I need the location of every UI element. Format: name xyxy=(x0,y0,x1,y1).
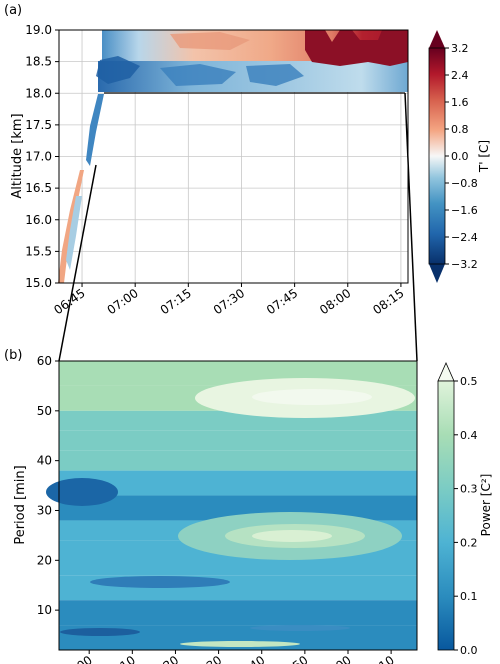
colorbar-tick-label: 3.2 xyxy=(451,42,469,55)
power-band-20min-peak xyxy=(252,530,332,542)
colorbar-a-label: T' [C] xyxy=(477,140,491,173)
colorbar-tick-label: 0.5 xyxy=(460,375,478,388)
panel-b-y-ticks: 10 20 30 40 50 60 xyxy=(37,354,59,617)
colorbar-a-ticks: 3.2 2.4 1.6 0.8 0.0 −0.8 −1.6 −2.4 −3.2 xyxy=(445,42,478,271)
x-tick-label: 07:45 xyxy=(264,286,300,317)
colorbar-a-bottom-extend xyxy=(429,264,445,283)
power-low-15min xyxy=(90,576,230,588)
colorbar-b-scale xyxy=(438,381,454,650)
x-tick-label: 07:30 xyxy=(188,653,224,664)
power-zone xyxy=(59,450,417,471)
panel-b-frame xyxy=(58,360,418,651)
y-tick-label: 60 xyxy=(37,354,52,368)
y-tick-label: 16.0 xyxy=(25,213,52,227)
y-tick-label: 15.5 xyxy=(25,244,52,258)
panel-b-ylabel: Period [min] xyxy=(13,465,28,544)
panel-b-features xyxy=(46,378,415,647)
colorbar-tick-label: 0.4 xyxy=(460,429,478,442)
colorbar-b-top-extend xyxy=(437,362,455,382)
colorbar-tick-label: 1.6 xyxy=(451,96,469,109)
panel-a-heatmap xyxy=(58,30,408,283)
colorbar-tick-label: 0.0 xyxy=(460,644,478,657)
power-low-short-period-1 xyxy=(60,628,140,636)
colorbar-b-frame xyxy=(437,380,455,651)
panel-a-y-ticks: 15.0 15.5 16.0 16.5 17.0 17.5 18.0 18.5 19.0 xyxy=(25,23,59,290)
x-tick-label: 08:15 xyxy=(370,286,406,317)
heatmap-cold-patch-2 xyxy=(160,64,236,86)
power-zone xyxy=(59,470,417,496)
y-tick-label: 15.0 xyxy=(25,276,52,290)
colorbar-tick-label: 0.3 xyxy=(460,483,478,496)
panel-a-colorbar: 3.2 2.4 1.6 0.8 0.0 −0.8 −1.6 −2.4 −3.2 T' [C] xyxy=(428,30,491,283)
x-tick-label: 07:10 xyxy=(102,653,138,664)
panel-b-x-ticks: 07:00 07:10 07:20 07:30 07:40 07:50 08:00 08:10 xyxy=(59,650,397,664)
heatmap-cold-patch-1 xyxy=(96,56,140,84)
y-tick-label: 10 xyxy=(37,603,52,617)
zoom-connector-right xyxy=(404,92,418,362)
heatmap-cold-patch-3 xyxy=(246,64,304,86)
power-zone xyxy=(59,600,417,626)
panel-a: 15.015.516.016.517.017.518.018.519.0 06:… xyxy=(10,23,491,317)
y-tick-label: 18.5 xyxy=(25,55,52,69)
panel-a-ylabel: Altitude [km] xyxy=(10,113,25,198)
colorbar-tick-label: 0.8 xyxy=(451,123,469,136)
heatmap-warm-patch-2 xyxy=(170,32,250,50)
colorbar-tick-label: −1.6 xyxy=(451,204,478,217)
colorbar-a-top-extend xyxy=(429,30,445,48)
x-tick-label: 07:20 xyxy=(145,653,181,664)
x-tick-label: 08:00 xyxy=(317,286,353,317)
x-tick-label: 07:00 xyxy=(105,286,141,317)
x-tick-label: 07:50 xyxy=(274,653,310,664)
x-tick-label: 07:30 xyxy=(211,286,247,317)
zoom-connector-left xyxy=(58,164,97,362)
colorbar-tick-label: 0.0 xyxy=(451,150,469,163)
power-peak-high-period-core xyxy=(252,389,372,405)
heatmap-warm-patch xyxy=(305,30,408,66)
x-tick-label: 07:15 xyxy=(158,286,194,317)
power-low-30min xyxy=(46,478,118,506)
colorbar-tick-label: −0.8 xyxy=(451,177,478,190)
colorbar-a-scale xyxy=(429,48,445,264)
colorbar-tick-label: 0.1 xyxy=(460,590,478,603)
y-tick-label: 40 xyxy=(37,454,52,468)
colorbar-b-label: Power [C²] xyxy=(479,474,493,537)
panel-b-colorbar: 0.0 0.1 0.2 0.3 0.4 0.5 Power [C²] xyxy=(437,362,493,657)
heatmap-low-altitude-column xyxy=(86,94,104,166)
colorbar-tick-label: 2.4 xyxy=(451,69,469,82)
panel-label-b: (b) xyxy=(4,348,22,363)
y-tick-label: 17.0 xyxy=(25,150,52,164)
panel-label-a: (a) xyxy=(4,3,22,18)
power-zone xyxy=(59,430,417,451)
x-tick-label: 08:00 xyxy=(317,653,353,664)
heatmap-low-altitude-cool xyxy=(66,196,82,270)
y-tick-label: 50 xyxy=(37,404,52,418)
colorbar-tick-label: 0.2 xyxy=(460,536,478,549)
y-tick-label: 20 xyxy=(37,553,52,567)
y-tick-label: 18.0 xyxy=(25,86,52,100)
y-tick-label: 16.5 xyxy=(25,181,52,195)
power-high-short-period xyxy=(180,641,300,647)
colorbar-tick-label: −2.4 xyxy=(451,231,478,244)
y-tick-label: 17.5 xyxy=(25,118,52,132)
colorbar-b-ticks: 0.0 0.1 0.2 0.3 0.4 0.5 xyxy=(454,375,478,657)
y-tick-label: 30 xyxy=(37,503,52,517)
power-low-short-period-2 xyxy=(250,625,350,631)
x-tick-label: 07:40 xyxy=(231,653,267,664)
colorbar-tick-label: −3.2 xyxy=(451,258,478,271)
y-tick-label: 19.0 xyxy=(25,23,52,37)
x-tick-label: 07:00 xyxy=(59,653,95,664)
x-tick-label: 08:10 xyxy=(360,653,396,664)
